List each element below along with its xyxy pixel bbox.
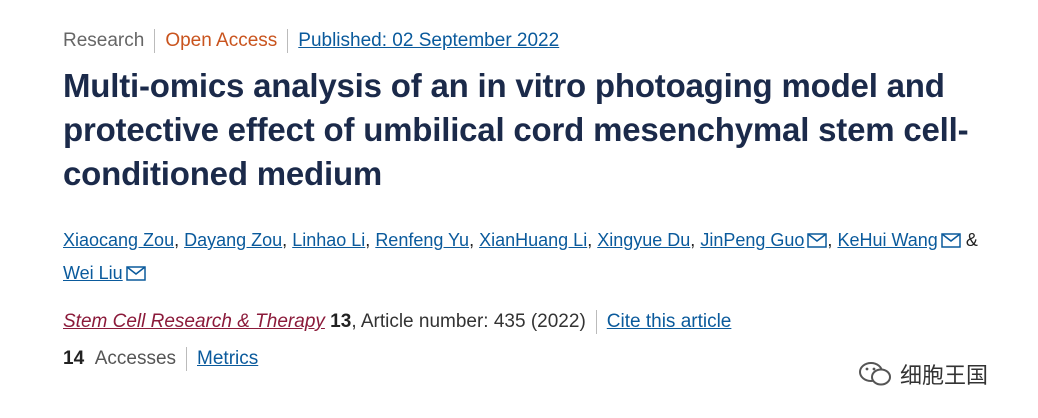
author: XianHuang Li, bbox=[479, 230, 592, 250]
author-separator: , bbox=[282, 230, 288, 250]
journal-name[interactable]: Stem Cell Research & Therapy bbox=[63, 311, 325, 333]
author: Wei Liu bbox=[63, 263, 146, 283]
access-label: Accesses bbox=[94, 348, 177, 370]
author: Xingyue Du, bbox=[597, 230, 695, 250]
wechat-icon bbox=[859, 362, 891, 386]
author-separator: , bbox=[365, 230, 371, 250]
article-meta: Research Open Access Published: 02 Septemb… bbox=[63, 29, 559, 53]
cite-link[interactable]: Cite this article bbox=[606, 311, 732, 333]
article-type: Research bbox=[63, 30, 145, 52]
watermark-text: 细胞王国 bbox=[900, 363, 989, 388]
author-separator: , bbox=[587, 230, 593, 250]
author-separator: , bbox=[174, 230, 180, 250]
metrics-link[interactable]: Metrics bbox=[197, 348, 259, 370]
author-name[interactable]: Dayang Zou bbox=[184, 230, 283, 250]
author-conjunction: & bbox=[965, 230, 978, 250]
author-name[interactable]: Xiaocang Zou bbox=[63, 230, 175, 250]
author: JinPeng Guo, bbox=[700, 230, 832, 250]
author: Renfeng Yu, bbox=[375, 230, 474, 250]
author-list: Xiaocang Zou, Dayang Zou, Linhao Li, Ren… bbox=[63, 224, 983, 290]
author: Xiaocang Zou, bbox=[63, 230, 179, 250]
author-name[interactable]: XianHuang Li bbox=[479, 230, 588, 250]
author: Dayang Zou, bbox=[184, 230, 287, 250]
author-name[interactable]: Linhao Li bbox=[292, 230, 366, 250]
author-separator: , bbox=[690, 230, 696, 250]
journal-volume: 13 bbox=[330, 311, 352, 333]
metrics-line: 14 Accesses Metrics bbox=[63, 347, 258, 371]
author-separator: , bbox=[827, 230, 833, 250]
author-name[interactable]: Renfeng Yu bbox=[375, 230, 470, 250]
author-name[interactable]: KeHui Wang bbox=[837, 230, 938, 250]
watermark: 细胞王国 bbox=[858, 358, 988, 390]
email-icon[interactable] bbox=[807, 233, 828, 248]
author: Linhao Li, bbox=[292, 230, 370, 250]
article-details: , Article number: 435 (2022) bbox=[351, 311, 586, 333]
access-count: 14 bbox=[63, 348, 85, 370]
journal-line: Stem Cell Research & Therapy 13, Article… bbox=[63, 310, 731, 334]
access-label: Open Access bbox=[165, 30, 278, 52]
email-icon[interactable] bbox=[941, 233, 961, 248]
author: KeHui Wang bbox=[837, 230, 961, 250]
published-date[interactable]: Published: 02 September 2022 bbox=[298, 30, 560, 52]
author-name[interactable]: JinPeng Guo bbox=[700, 230, 805, 250]
article-title: Multi-omics analysis of an in vitro phot… bbox=[63, 67, 969, 192]
author-name[interactable]: Wei Liu bbox=[63, 263, 123, 283]
email-icon[interactable] bbox=[125, 266, 146, 281]
author-name[interactable]: Xingyue Du bbox=[597, 230, 691, 250]
author-separator: , bbox=[469, 230, 475, 250]
